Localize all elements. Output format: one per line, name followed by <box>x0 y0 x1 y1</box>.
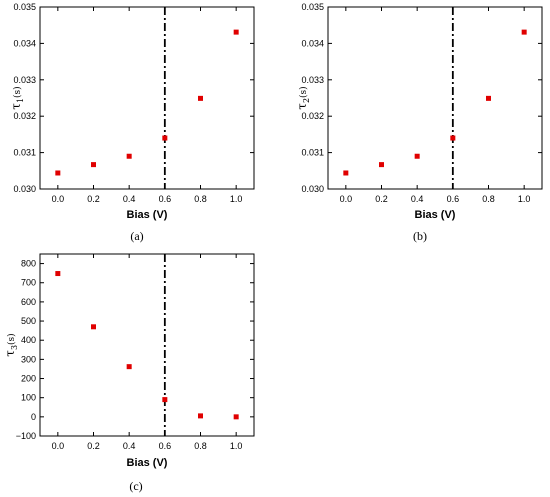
y-tick-label: 300 <box>21 354 36 364</box>
x-tick-label: 0.2 <box>87 194 100 204</box>
y-tick-label: 0.035 <box>301 2 324 12</box>
x-tick-label: 0.4 <box>123 194 136 204</box>
data-point <box>91 324 96 330</box>
y-tick-label: 400 <box>21 335 36 345</box>
panel-caption: (b) <box>413 229 427 243</box>
y-tick-label: 600 <box>21 297 36 307</box>
y-tick-label: 800 <box>21 259 36 269</box>
x-axis-label: Bias (V) <box>127 209 168 221</box>
x-tick-label: 0.6 <box>159 194 172 204</box>
data-point <box>162 397 168 403</box>
data-point <box>55 170 61 176</box>
x-axis-label: Bias (V) <box>127 457 168 469</box>
y-axis-label: τ1(s) <box>9 86 25 109</box>
y-tick-label: 0.033 <box>13 75 36 85</box>
data-points <box>55 29 239 176</box>
y-tick-label: 200 <box>21 374 36 384</box>
y-tick-label: 0.032 <box>301 111 324 121</box>
x-tick-label: 0.2 <box>87 441 100 451</box>
y-tick-label: −100 <box>16 431 36 441</box>
y-tick-label: 0.030 <box>13 184 36 194</box>
x-tick-label: 1.0 <box>230 194 243 204</box>
x-tick-group: 0.0 0.2 0.4 0.6 0.8 1.0 <box>52 254 243 451</box>
y-tick-label: 0.030 <box>301 184 324 194</box>
x-tick-label: 1.0 <box>518 194 531 204</box>
y-tick-group: 0.030 0.031 0.032 0.033 0.034 0.035 <box>301 2 542 194</box>
data-point <box>450 135 456 141</box>
panel-caption: (a) <box>130 229 143 243</box>
y-tick-label: 700 <box>21 278 36 288</box>
y-axis-label: τ2(s) <box>295 86 311 109</box>
x-tick-group: 0.0 0.2 0.4 0.6 0.8 1.0 <box>340 7 531 204</box>
data-point <box>55 271 61 277</box>
y-tick-label: 500 <box>21 316 36 326</box>
panel-a: 0.030 0.031 0.032 0.033 0.034 0.035 0.0 0.2 0.4… <box>9 2 255 243</box>
data-point <box>379 162 384 168</box>
y-tick-label: 0 <box>31 412 36 422</box>
x-tick-label: 1.0 <box>230 441 243 451</box>
x-tick-label: 0.0 <box>52 441 65 451</box>
y-tick-label: 0.031 <box>301 148 324 158</box>
data-point <box>91 162 96 168</box>
x-tick-label: 0.6 <box>159 441 172 451</box>
data-point <box>414 153 420 159</box>
x-tick-label: 0.8 <box>194 194 207 204</box>
x-tick-label: 0.4 <box>411 194 424 204</box>
x-tick-label: 0.8 <box>482 194 495 204</box>
data-point <box>521 29 527 35</box>
data-point <box>233 414 239 420</box>
x-tick-label: 0.8 <box>194 441 207 451</box>
y-tick-label: 0.035 <box>13 2 36 12</box>
y-tick-group: 0.030 0.031 0.032 0.033 0.034 0.035 <box>13 2 254 194</box>
data-points <box>343 29 527 176</box>
y-tick-label: 0.031 <box>13 148 36 158</box>
x-tick-label: 0.0 <box>340 194 353 204</box>
data-point <box>198 413 203 419</box>
data-point <box>486 95 491 101</box>
y-tick-label: 100 <box>21 393 36 403</box>
x-tick-label: 0.2 <box>375 194 388 204</box>
y-tick-group: −100 0 100 200 300 400 500 600 700 800 <box>16 259 254 441</box>
x-tick-group: 0.0 0.2 0.4 0.6 0.8 1.0 <box>52 7 243 204</box>
panel-b: 0.030 0.031 0.032 0.033 0.034 0.035 0.0 0.2 0.4… <box>295 2 543 243</box>
x-tick-label: 0.6 <box>447 194 460 204</box>
data-point <box>198 95 203 101</box>
y-tick-label: 0.032 <box>13 111 36 121</box>
panel-caption: (c) <box>129 479 142 493</box>
data-point <box>126 364 132 370</box>
y-tick-label: 0.034 <box>13 38 36 48</box>
y-axis-label: τ3(s) <box>3 333 19 356</box>
plot-frame <box>39 6 255 190</box>
data-point <box>233 29 239 35</box>
y-tick-label: 0.033 <box>301 75 324 85</box>
plot-frame <box>327 6 543 190</box>
x-axis-label: Bias (V) <box>415 209 456 221</box>
y-tick-label: 0.034 <box>301 38 324 48</box>
data-point <box>343 170 349 176</box>
plot-frame <box>39 253 255 437</box>
data-point <box>126 153 132 159</box>
data-point <box>162 135 168 141</box>
x-tick-label: 0.4 <box>123 441 136 451</box>
data-points <box>55 271 239 420</box>
x-tick-label: 0.0 <box>52 194 65 204</box>
